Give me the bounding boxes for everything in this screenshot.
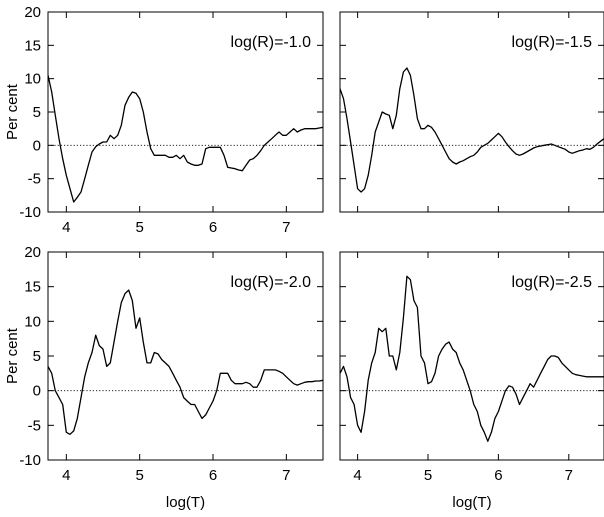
chart-panel-4: 4 5 6 7 log(R)=-2.5 log(T) [339,251,604,511]
panel-annotation: log(R)=-1.0 [231,34,312,51]
chart-panel-2: log(R)=-1.5 [339,11,604,213]
x-tick-label: 5 [135,219,143,236]
y-tick-label: 5 [33,348,41,365]
x-tick-label: 7 [282,467,290,484]
series-line [340,67,604,193]
series-line [340,275,604,442]
series-line [48,75,323,203]
chart-panel-3: -10 -5 0 5 10 15 20 4 5 6 7 log(R)=-2.0 Per cent log(… [4,244,324,511]
panel-annotation: log(R)=-2.5 [512,274,593,291]
x-tick-label: 4 [62,219,70,236]
chart-panel-1: -10 -5 0 5 10 15 20 4 5 6 7 log(R)=-1.0 Per cent [4,4,324,236]
y-tick-label: 0 [33,137,41,154]
x-axis-label: log(T) [452,494,491,511]
y-tick-label: 0 [33,383,41,400]
y-axis-label: Per cent [4,327,21,384]
y-tick-label: 20 [24,244,41,261]
x-tick-label: 4 [62,467,70,484]
y-tick-label: -5 [28,171,41,188]
y-tick-label: -10 [19,204,41,221]
y-axis-label: Per cent [4,83,21,140]
y-tick-label: 10 [24,71,41,88]
y-tick-label: -5 [28,417,41,434]
y-tick-label: 20 [24,4,41,21]
y-tick-label: 15 [24,37,41,54]
x-tick-label: 7 [565,467,573,484]
y-tick-label: 10 [24,313,41,330]
y-tick-label: 15 [24,279,41,296]
y-tick-label: -10 [19,452,41,469]
y-tick-label: 5 [33,104,41,121]
series-line [48,289,323,435]
x-tick-label: 5 [135,467,143,484]
x-tick-label: 6 [209,219,217,236]
panel-annotation: log(R)=-2.0 [231,274,312,291]
x-tick-label: 6 [209,467,217,484]
x-axis-label: log(T) [166,494,205,511]
x-tick-label: 7 [282,219,290,236]
x-tick-label: 4 [353,467,361,484]
x-tick-label: 6 [494,467,502,484]
x-tick-label: 5 [424,467,432,484]
panel-annotation: log(R)=-1.5 [512,34,593,51]
